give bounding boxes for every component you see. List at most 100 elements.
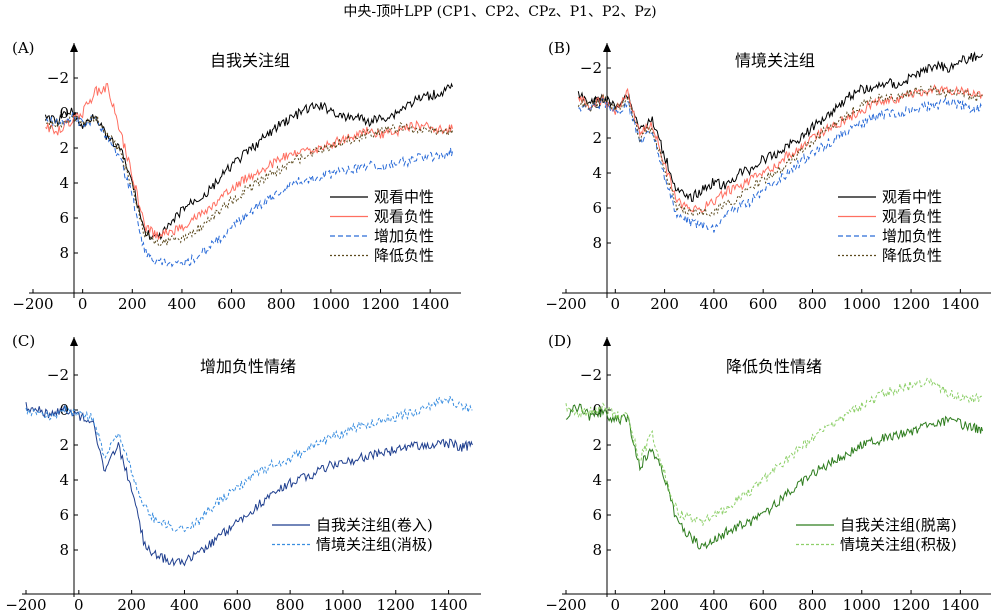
x-tick-label: 400 [700,295,729,313]
y-axis-arrow-icon [70,337,78,346]
chart-panels: −200 0 200 400 600 800 1000 1200 1400−202468(A)自… [5,39,991,613]
legend-label: 增加负性 [882,227,942,245]
x-tick-label: 1400 [411,295,449,313]
y-axis-arrow-icon [70,43,78,52]
x-tick-label: 800 [267,295,296,313]
x-tick-label: 400 [170,596,199,613]
panel-title: 增加负性情绪 [200,357,296,376]
x-tick-label: 800 [798,596,827,613]
legend-label: 观看负性 [374,208,434,226]
legend-label: 观看中性 [882,188,942,206]
y-tick-label: −2 [47,69,69,87]
panel-title: 降低负性情绪 [726,357,822,376]
panel-letter: (A) [12,39,35,57]
x-tick-label: −200 [12,295,53,313]
x-tick-label: 200 [650,596,679,613]
x-tick-label: 1400 [429,596,467,613]
series-line-0 [44,82,453,241]
y-tick-label: 2 [592,436,602,454]
y-tick-label: −2 [580,366,602,384]
x-tick-label: 1000 [312,295,350,313]
x-tick-label: 1000 [843,596,881,613]
x-tick-label: 0 [74,596,84,613]
x-tick-label: 400 [168,295,197,313]
chart-panel-2: −200 0 200 400 600 800 1000 1200 1400 −2 0 2 4 6 8 (C) 增… [5,332,481,613]
x-tick-label: 1000 [843,295,881,313]
x-tick-label: 0 [611,596,621,613]
panel-letter: (B) [548,39,571,57]
x-tick-label: 600 [749,596,778,613]
x-tick-label: 200 [117,596,146,613]
y-tick-label: 0 [59,401,69,419]
legend-label: 情境关注组(积极) [840,536,957,554]
x-tick-label: −200 [545,295,586,313]
x-tick-label: 1200 [361,295,399,313]
series-line-0 [565,403,983,550]
y-tick-label: 8 [592,234,602,252]
panel-letter: (D) [548,332,572,350]
x-tick-label: 1400 [941,295,979,313]
x-tick-label: 600 [223,596,252,613]
x-tick-label: 600 [217,295,246,313]
chart-panel-1: −200 0 200 400 600 800 1000 1200 1400 −2 0 2 4 6 8 (B) 情… [545,39,991,313]
series-line-2 [44,111,453,268]
y-tick-label: 2 [59,139,69,157]
y-tick-label: 8 [59,541,69,559]
x-tick-label: 1400 [941,596,979,613]
y-tick-label: 8 [59,244,69,262]
x-tick-label: 400 [700,596,729,613]
x-tick-label: 1200 [377,596,415,613]
y-tick-label: 8 [592,541,602,559]
series-line-1 [565,377,983,526]
legend-label: 降低负性 [374,247,434,265]
panel-title: 自我关注组 [210,51,290,70]
y-tick-label: 6 [59,209,69,227]
y-tick-label: 2 [592,129,602,147]
legend-label: 观看负性 [882,208,942,226]
legend: 自我关注组(脱离) 情境关注组(积极) [796,516,957,554]
series-line-1 [25,395,473,533]
chart-panel-3: −200 0 200 400 600 800 1000 1200 1400 −2 0 2 4 6 8 (D) 降… [545,332,991,613]
y-tick-label: 0 [592,401,602,419]
legend-label: 自我关注组(脱离) [840,516,957,534]
x-tick-label: −200 [545,596,586,613]
y-tick-label: 2 [59,436,69,454]
x-tick-label: 800 [276,596,305,613]
legend: 自我关注组(卷入) 情境关注组(消极) [272,516,433,554]
y-tick-label: −2 [580,59,602,77]
x-tick-label: 600 [749,295,778,313]
y-axis-arrow-icon [603,337,611,346]
panel-letter: (C) [12,332,35,350]
series-line-2 [578,96,983,233]
legend-label: 情境关注组(消极) [316,536,433,554]
y-tick-label: 4 [59,471,69,489]
y-tick-label: −2 [47,366,69,384]
legend-label: 自我关注组(卷入) [316,516,433,534]
x-tick-label: 1000 [324,596,362,613]
legend-label: 观看中性 [374,188,434,206]
x-tick-label: 800 [798,295,827,313]
y-tick-label: 6 [59,506,69,524]
legend-label: 降低负性 [882,247,942,265]
y-tick-label: 4 [59,174,69,192]
legend-label: 增加负性 [374,227,434,245]
y-tick-label: 6 [592,199,602,217]
y-axis-arrow-icon [603,43,611,52]
y-tick-label: 4 [592,164,602,182]
y-tick-label: 4 [592,471,602,489]
panel-title: 情境关注组 [735,51,815,70]
chart-panel-0: −200 0 200 400 600 800 1000 1200 1400 −2 0 2 4 6 8 (A) 自… [12,39,461,313]
x-tick-label: 1200 [892,295,930,313]
y-tick-label: 0 [59,104,69,122]
figure-title: 中央-顶叶LPP (CP1、CP2、CPz、P1、P2、Pz) [343,4,656,20]
y-tick-label: 0 [592,94,602,112]
x-tick-label: 1200 [892,596,930,613]
series-line-0 [25,402,473,567]
x-tick-label: 0 [78,295,88,313]
x-tick-label: −200 [5,596,46,613]
x-tick-label: 200 [650,295,679,313]
y-tick-label: 6 [592,506,602,524]
